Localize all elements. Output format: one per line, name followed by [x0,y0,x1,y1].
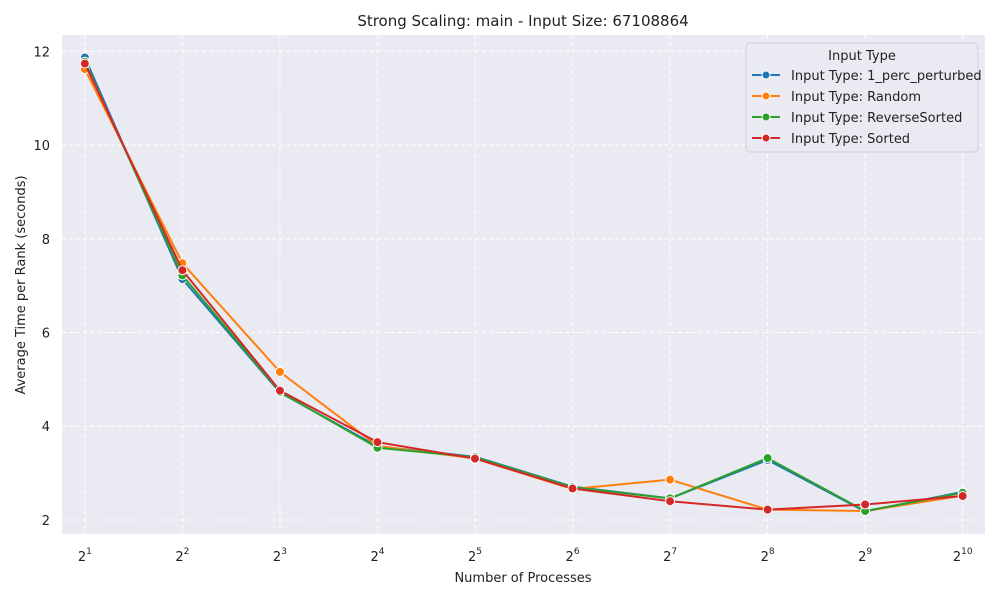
series-layer [79,52,968,517]
legend-label: Input Type: 1_perc_perturbed [791,69,982,84]
data-point [372,437,383,448]
y-tick-label: 2 [42,514,50,529]
x-tick-label: 25 [468,547,482,565]
x-tick-label: 210 [953,547,973,565]
y-axis-label: Average Time per Rank (seconds) [14,175,29,394]
legend-item: Input Type: ReverseSorted [752,111,962,126]
x-tick-label: 21 [78,547,92,565]
data-point [957,491,968,502]
y-tick-label: 10 [33,139,50,154]
y-tick-label: 8 [42,233,50,248]
legend-item: Input Type: 1_perc_perturbed [752,69,982,84]
data-point [470,453,481,464]
x-tick-label: 22 [175,547,189,565]
x-axis-label: Number of Processes [454,571,591,586]
x-tick-label: 27 [663,547,677,565]
series-line [83,61,963,513]
series-3 [79,58,968,515]
legend-item: Input Type: Sorted [752,132,910,147]
chart-title: Strong Scaling: main - Input Size: 67108… [357,12,688,30]
legend-label: Input Type: Sorted [791,132,910,147]
data-point [762,504,773,515]
x-tick-label: 24 [370,547,384,565]
data-point [177,265,188,276]
x-tick-label: 28 [761,547,775,565]
legend-box [745,42,979,153]
data-point [274,385,285,396]
legend: Input Type Input Type: 1_perc_perturbed I… [745,42,982,153]
data-point [274,366,285,377]
legend-title: Input Type [828,49,896,64]
x-tick-label: 29 [858,547,872,565]
legend-swatch-marker [761,91,771,101]
series-line [83,63,963,511]
data-point [860,499,871,510]
legend-swatch-marker [761,133,771,143]
data-point [665,496,676,507]
x-tick-label: 23 [273,547,287,565]
legend-label: Input Type: Random [791,90,921,105]
legend-swatch-marker [761,112,771,122]
y-tick-label: 6 [42,327,50,342]
data-point [665,474,676,485]
legend-label: Input Type: ReverseSorted [791,111,962,126]
y-tick-label: 4 [42,420,50,435]
data-point [79,58,90,69]
legend-item: Input Type: Random [752,90,921,105]
y-tick-label: 12 [33,45,50,60]
data-point [762,453,773,464]
legend-swatch-marker [761,70,771,80]
x-tick-label: 26 [566,547,580,565]
data-point [567,483,578,494]
